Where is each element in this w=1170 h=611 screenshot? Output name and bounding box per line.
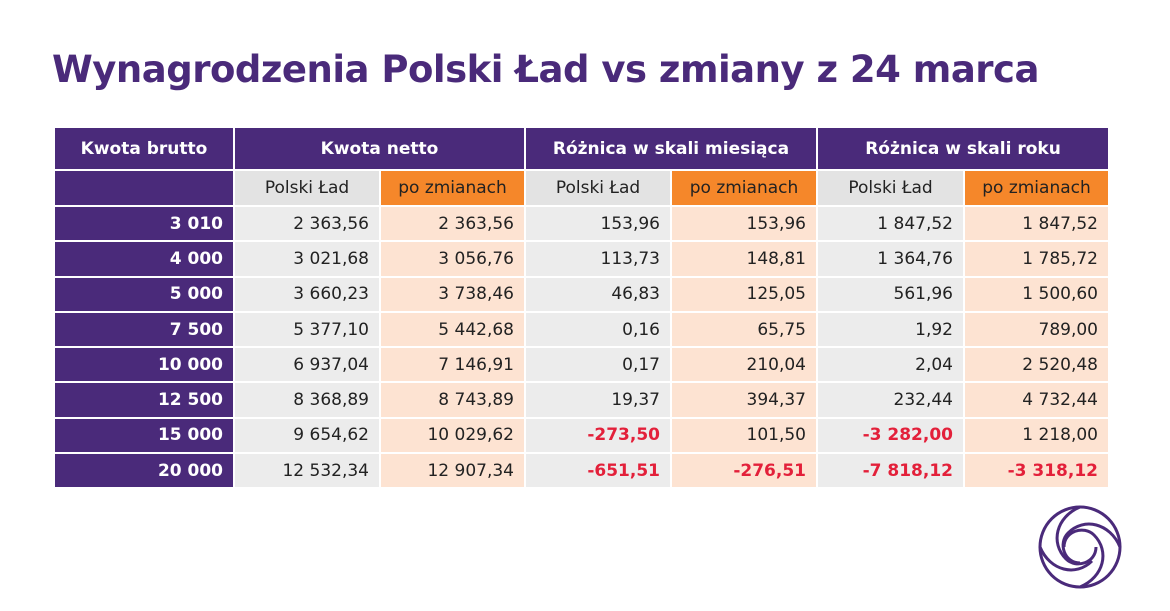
value-cell: 3 660,23 xyxy=(235,277,379,311)
value-cell: -276,51 xyxy=(672,454,816,488)
data-row: 4 000 3 021,68 3 056,76 113,73 148,81 1 364,7… xyxy=(55,242,1108,276)
subheader-cell: po zmianach xyxy=(965,171,1108,205)
value-cell: 2 363,56 xyxy=(235,207,379,241)
gross-cell: 4 000 xyxy=(55,242,233,276)
gross-cell: 12 500 xyxy=(55,383,233,417)
value-cell: 1 218,00 xyxy=(965,418,1108,453)
header-cell: Kwota netto xyxy=(235,128,524,169)
value-cell: 232,44 xyxy=(818,383,963,417)
header-cell: Różnica w skali miesiąca xyxy=(526,128,816,169)
header-cell: Kwota brutto xyxy=(55,128,233,169)
data-row: 20 000 12 532,34 12 907,34 -651,51 -276,51 -7… xyxy=(55,454,1108,488)
value-cell: 3 056,76 xyxy=(381,242,524,276)
data-row: 7 500 5 377,10 5 442,68 0,16 65,75 1,92 789,00 xyxy=(55,312,1108,347)
value-cell: 153,96 xyxy=(526,207,670,241)
value-cell: 1 785,72 xyxy=(965,242,1108,276)
value-cell: 113,73 xyxy=(526,242,670,276)
value-cell: 12 907,34 xyxy=(381,454,524,488)
gross-cell: 10 000 xyxy=(55,348,233,382)
value-cell: -651,51 xyxy=(526,454,670,488)
value-cell: -7 818,12 xyxy=(818,454,963,488)
value-cell: 5 442,68 xyxy=(381,312,524,347)
value-cell: 789,00 xyxy=(965,312,1108,347)
header-row: Kwota brutto Kwota netto Różnica w skali m… xyxy=(55,128,1108,169)
gross-cell: 20 000 xyxy=(55,454,233,488)
value-cell: 1 364,76 xyxy=(818,242,963,276)
salary-table: Kwota brutto Kwota netto Różnica w skali m… xyxy=(53,126,1110,489)
value-cell: -3 282,00 xyxy=(818,418,963,453)
value-cell: 8 368,89 xyxy=(235,383,379,417)
value-cell: 1,92 xyxy=(818,312,963,347)
value-cell: 101,50 xyxy=(672,418,816,453)
value-cell: -3 318,12 xyxy=(965,454,1108,488)
value-cell: 561,96 xyxy=(818,277,963,311)
subheader-cell: po zmianach xyxy=(381,171,524,205)
data-row: 3 010 2 363,56 2 363,56 153,96 153,96 1 847,5… xyxy=(55,207,1108,241)
empty-cell xyxy=(55,171,233,205)
value-cell: 7 146,91 xyxy=(381,348,524,382)
value-cell: 2 363,56 xyxy=(381,207,524,241)
subheader-cell: Polski Ład xyxy=(526,171,670,205)
value-cell: 46,83 xyxy=(526,277,670,311)
subheader-row: Polski Ład po zmianach Polski Ład po zmiana… xyxy=(55,171,1108,205)
title: Wynagrodzenia Polski Ład vs zmiany z 24 … xyxy=(52,48,1039,91)
subheader-cell: Polski Ład xyxy=(818,171,963,205)
data-row: 12 500 8 368,89 8 743,89 19,37 394,37 232,44 4… xyxy=(55,383,1108,417)
value-cell: 6 937,04 xyxy=(235,348,379,382)
value-cell: 2 520,48 xyxy=(965,348,1108,382)
data-row: 15 000 9 654,62 10 029,62 -273,50 101,50 -3 2… xyxy=(55,418,1108,453)
value-cell: 2,04 xyxy=(818,348,963,382)
subheader-cell: po zmianach xyxy=(672,171,816,205)
value-cell: 148,81 xyxy=(672,242,816,276)
value-cell: 1 847,52 xyxy=(818,207,963,241)
subheader-cell: Polski Ład xyxy=(235,171,379,205)
gross-cell: 5 000 xyxy=(55,277,233,311)
value-cell: 125,05 xyxy=(672,277,816,311)
value-cell: 5 377,10 xyxy=(235,312,379,347)
data-row: 10 000 6 937,04 7 146,91 0,17 210,04 2,04 2 52… xyxy=(55,348,1108,382)
value-cell: 8 743,89 xyxy=(381,383,524,417)
value-cell: 1 847,52 xyxy=(965,207,1108,241)
value-cell: 153,96 xyxy=(672,207,816,241)
value-cell: 9 654,62 xyxy=(235,418,379,453)
value-cell: 10 029,62 xyxy=(381,418,524,453)
value-cell: 3 021,68 xyxy=(235,242,379,276)
value-cell: 394,37 xyxy=(672,383,816,417)
logo xyxy=(1038,505,1122,589)
value-cell: 12 532,34 xyxy=(235,454,379,488)
value-cell: 0,17 xyxy=(526,348,670,382)
data-row: 5 000 3 660,23 3 738,46 46,83 125,05 561,96 1 … xyxy=(55,277,1108,311)
value-cell: 3 738,46 xyxy=(381,277,524,311)
header-cell: Różnica w skali roku xyxy=(818,128,1108,169)
value-cell: 65,75 xyxy=(672,312,816,347)
value-cell: 0,16 xyxy=(526,312,670,347)
gross-cell: 7 500 xyxy=(55,312,233,347)
value-cell: -273,50 xyxy=(526,418,670,453)
gross-cell: 3 010 xyxy=(55,207,233,241)
value-cell: 4 732,44 xyxy=(965,383,1108,417)
value-cell: 19,37 xyxy=(526,383,670,417)
value-cell: 210,04 xyxy=(672,348,816,382)
gross-cell: 15 000 xyxy=(55,418,233,453)
value-cell: 1 500,60 xyxy=(965,277,1108,311)
